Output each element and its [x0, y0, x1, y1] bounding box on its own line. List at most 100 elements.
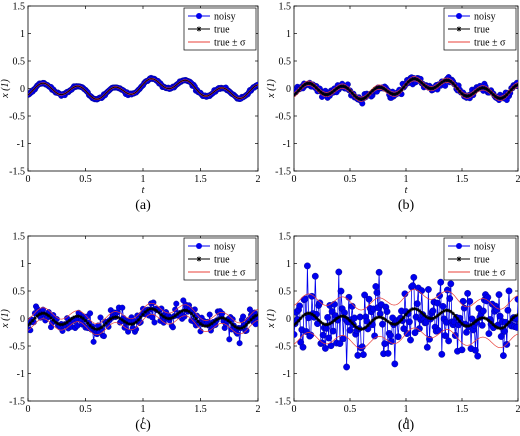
true-point — [141, 312, 145, 317]
true-point — [168, 316, 173, 321]
true-point — [230, 322, 235, 327]
true-point — [294, 91, 299, 95]
x-tick-label: 0.5 — [344, 174, 357, 185]
noisy-point — [418, 287, 426, 294]
true-point — [426, 316, 431, 320]
true-point — [228, 320, 233, 325]
true-point — [83, 318, 88, 323]
true-point — [359, 327, 363, 332]
noisy-point — [410, 273, 418, 281]
noisy-point — [479, 307, 487, 315]
true-point — [178, 310, 182, 315]
series-true-line — [28, 78, 258, 100]
x-axis-label: t — [405, 415, 408, 426]
true-point — [451, 81, 455, 86]
true-point — [224, 317, 228, 321]
true-point — [226, 318, 230, 323]
true-point — [187, 309, 191, 314]
noisy-point — [458, 346, 466, 354]
true-point — [350, 91, 355, 95]
true-point — [42, 311, 46, 316]
true-point — [433, 85, 437, 90]
true-point — [482, 316, 487, 320]
true-point — [377, 85, 381, 89]
true-point — [76, 314, 81, 318]
legend-box — [183, 237, 257, 281]
legend-marker-true — [196, 256, 202, 262]
noisy-point — [484, 293, 492, 301]
true-point — [182, 308, 187, 313]
true-point — [184, 308, 189, 313]
noisy-point — [365, 295, 373, 303]
noisy-point — [504, 306, 512, 314]
true-point — [69, 316, 74, 321]
noisy-point — [219, 310, 226, 317]
y-tick-label: 0.5 — [13, 57, 26, 68]
true-point — [455, 316, 460, 321]
y-tick-label: 1 — [20, 29, 25, 40]
true-point — [424, 314, 428, 319]
true-point — [354, 325, 359, 330]
legend-marker-noisy — [196, 13, 202, 19]
x-axis-label: t — [405, 185, 408, 196]
noisy-point — [337, 287, 345, 295]
noisy-point — [87, 310, 94, 317]
chart-panel-2: -1.5 -1 -0.5 0 0.5 1 1.5 0 0.5 1 1.5 2 t x (1) (b) nois… — [266, 2, 520, 214]
true-point — [393, 92, 397, 97]
true-point — [444, 78, 449, 83]
x-tick-label: 0 — [26, 404, 31, 415]
true-point — [388, 91, 393, 95]
true-point — [90, 325, 95, 330]
true-point — [435, 314, 440, 318]
legend-label-true: true — [474, 25, 490, 36]
true-point — [404, 82, 408, 87]
true-point — [214, 318, 219, 322]
noisy-point — [505, 287, 513, 295]
true-point — [415, 77, 419, 82]
true-point — [191, 314, 196, 318]
legend: noisy true true ± σ — [183, 7, 257, 51]
true-point — [469, 323, 473, 327]
true-point — [207, 323, 212, 327]
true-point — [316, 318, 321, 322]
true-point — [464, 324, 469, 328]
true-point — [457, 89, 462, 94]
true-point — [72, 315, 76, 319]
noisy-point — [437, 278, 445, 286]
true-point — [325, 322, 330, 327]
true-point — [251, 315, 256, 320]
true-point — [303, 312, 307, 317]
true-point — [417, 79, 422, 83]
x-tick-label: 0 — [26, 174, 31, 185]
true-point — [79, 315, 83, 319]
true-point — [426, 86, 431, 90]
noisy-point — [441, 332, 449, 339]
true-point — [350, 321, 355, 325]
noisy-point — [90, 338, 97, 345]
y-tick-label: -0.5 — [9, 112, 25, 123]
true-point — [328, 321, 332, 326]
true-point — [413, 76, 417, 81]
true-point — [310, 82, 314, 86]
noisy-point — [346, 326, 354, 334]
true-point — [381, 86, 386, 91]
x-tick-label: 1 — [141, 404, 146, 415]
noisy-point — [348, 302, 356, 310]
series-group — [294, 74, 518, 107]
true-point — [159, 313, 164, 317]
true-point — [363, 325, 368, 330]
true-point — [375, 85, 379, 90]
true-point — [395, 91, 399, 96]
true-point — [212, 319, 217, 324]
true-point — [368, 91, 372, 95]
true-point — [242, 324, 246, 329]
true-point — [316, 88, 321, 92]
y-tick-label: 1 — [286, 29, 291, 40]
x-tick-label: 0.5 — [79, 174, 92, 185]
noisy-point — [474, 352, 482, 360]
noisy-point — [351, 314, 358, 322]
noisy-point — [335, 268, 343, 276]
y-tick-label: 0.5 — [13, 287, 26, 298]
true-point — [334, 316, 339, 321]
true-point — [507, 320, 511, 325]
